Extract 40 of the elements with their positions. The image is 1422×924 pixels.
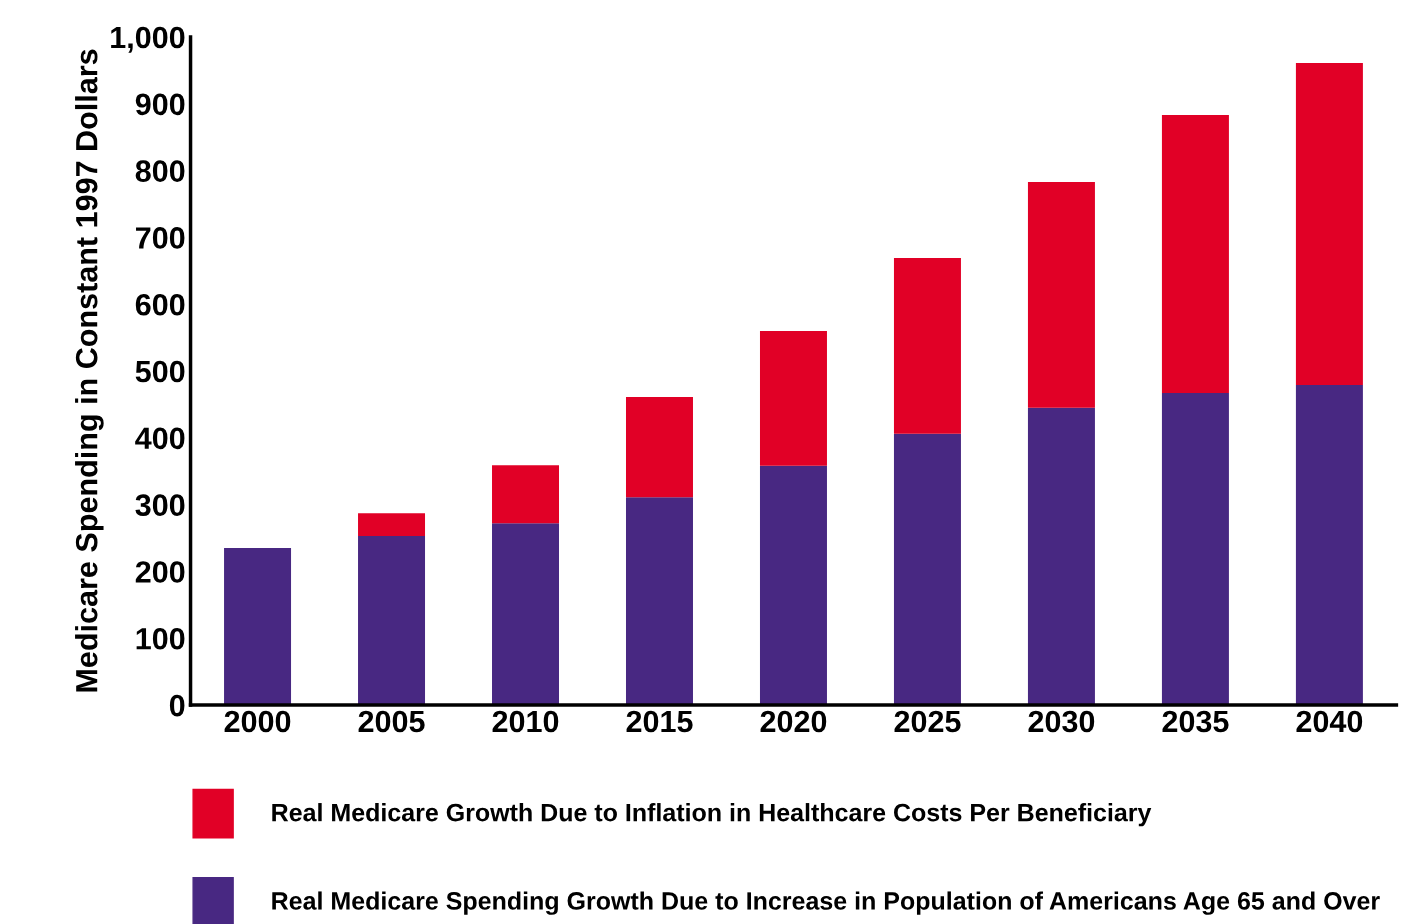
y-tick-label: 700 (136, 227, 185, 249)
y-tick-label: 800 (135, 160, 185, 182)
legend-label: Real Medicare Spending Growth Due to Increase in Population of Americans Age 65 and Over (272, 891, 1380, 915)
bar (1027, 407, 1095, 706)
x-tick-label: 2015 (626, 710, 693, 733)
x-tick-label: 2040 (1296, 710, 1363, 733)
bar (893, 258, 961, 434)
bar (1161, 393, 1229, 706)
bar (626, 497, 693, 706)
x-tick-label: 2030 (1028, 710, 1095, 733)
y-tick-label: 0 (169, 694, 185, 717)
x-tick-label: 2025 (894, 710, 961, 733)
y-tick-label: 100 (136, 627, 185, 650)
x-tick-label: 2035 (1162, 710, 1229, 733)
y-tick-label: 600 (135, 293, 185, 316)
x-tick-label: 2005 (358, 710, 425, 733)
y-tick-label: 900 (135, 93, 185, 116)
bar (1295, 385, 1363, 706)
bar (626, 397, 693, 498)
y-tick-label: 400 (135, 427, 185, 450)
y-tick-label: 300 (135, 494, 185, 517)
legend-label: Real Medicare Growth Due to Inflation in Healthcare Costs Per Beneficiary (272, 803, 1152, 827)
y-axis-title: Medicare Spending in Constant 1997 Dollars (75, 49, 104, 692)
bar (224, 548, 292, 706)
bar (893, 433, 961, 706)
bar (1161, 115, 1229, 394)
x-tick-label: 2010 (492, 710, 559, 733)
bar (492, 465, 559, 524)
bar (358, 535, 426, 706)
x-tick-label: 2020 (760, 710, 827, 733)
bar (759, 330, 827, 466)
bar (358, 513, 426, 536)
y-tick-label: 1,000 (111, 26, 185, 53)
bar (1027, 181, 1095, 408)
bar (492, 523, 559, 706)
bar (1295, 63, 1363, 386)
x-tick-label: 2000 (224, 710, 291, 733)
y-tick-label: 200 (135, 561, 185, 583)
bar (759, 465, 827, 706)
y-tick-label: 500 (135, 360, 185, 383)
